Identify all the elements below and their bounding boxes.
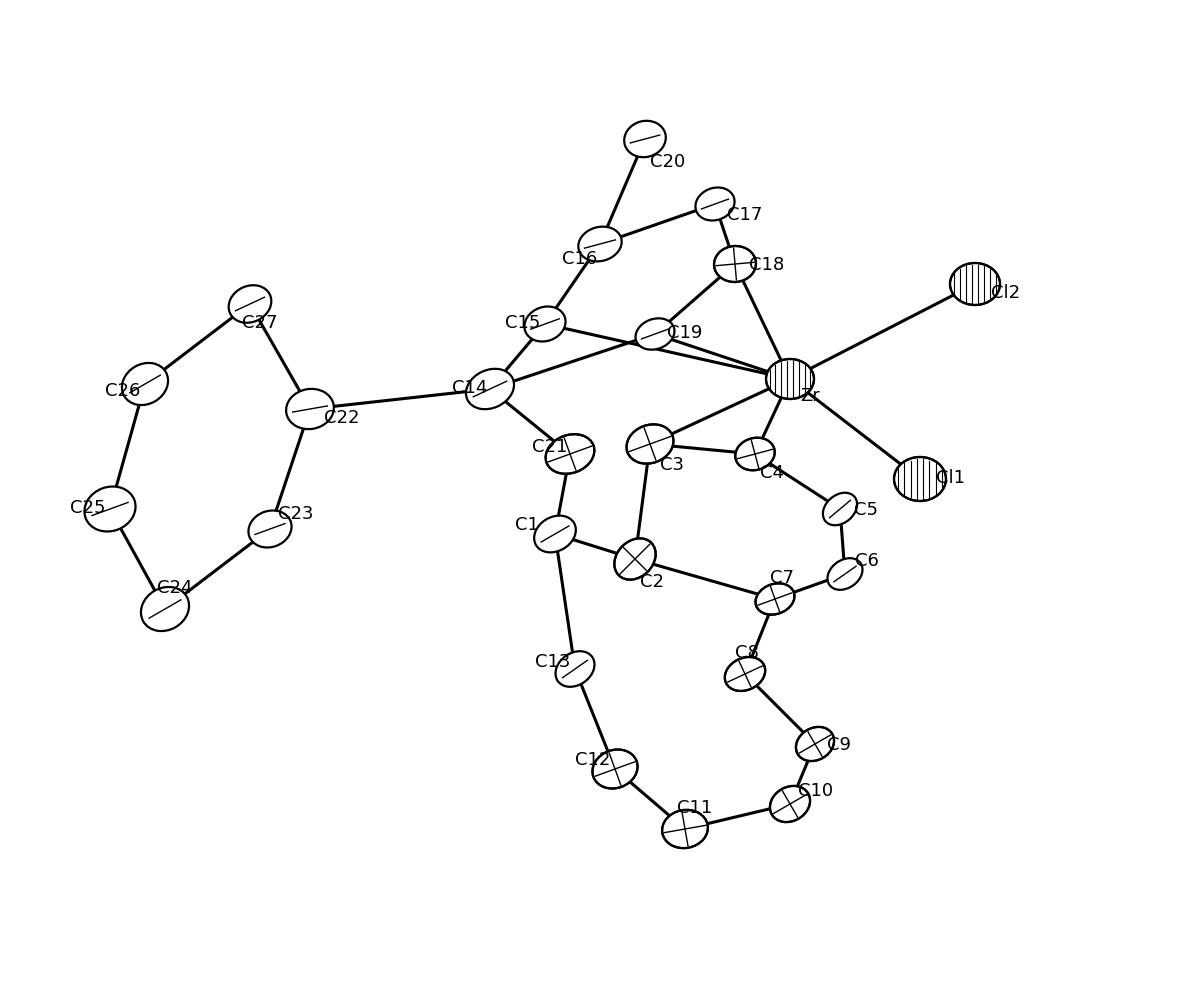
- Text: C1: C1: [515, 516, 539, 534]
- Ellipse shape: [556, 651, 595, 687]
- Ellipse shape: [766, 360, 814, 400]
- Text: C8: C8: [735, 643, 758, 661]
- Ellipse shape: [141, 587, 189, 631]
- Text: C17: C17: [726, 206, 762, 224]
- Text: C19: C19: [667, 324, 703, 342]
- Ellipse shape: [229, 286, 272, 323]
- Ellipse shape: [894, 457, 946, 502]
- Text: C16: C16: [561, 249, 597, 267]
- Text: C25: C25: [70, 499, 106, 517]
- Text: C10: C10: [798, 781, 833, 799]
- Text: C13: C13: [535, 652, 571, 670]
- Ellipse shape: [286, 390, 334, 429]
- Ellipse shape: [950, 263, 999, 306]
- Text: C7: C7: [770, 569, 794, 586]
- Text: C23: C23: [278, 505, 313, 523]
- Ellipse shape: [696, 188, 735, 222]
- Ellipse shape: [624, 121, 666, 158]
- Ellipse shape: [546, 434, 595, 474]
- Ellipse shape: [84, 487, 135, 532]
- Ellipse shape: [823, 493, 857, 526]
- Ellipse shape: [615, 539, 655, 580]
- Text: Cl1: Cl1: [937, 468, 965, 486]
- Text: C18: C18: [749, 255, 785, 273]
- Text: C24: C24: [157, 579, 192, 596]
- Ellipse shape: [796, 728, 834, 761]
- Ellipse shape: [578, 228, 622, 262]
- Ellipse shape: [715, 247, 756, 282]
- Ellipse shape: [627, 424, 673, 464]
- Ellipse shape: [827, 559, 863, 590]
- Text: C4: C4: [760, 463, 783, 481]
- Ellipse shape: [592, 749, 637, 788]
- Ellipse shape: [466, 370, 514, 410]
- Text: C6: C6: [855, 552, 878, 570]
- Ellipse shape: [635, 319, 674, 350]
- Ellipse shape: [662, 810, 707, 848]
- Text: C12: C12: [575, 750, 610, 768]
- Text: C26: C26: [104, 382, 140, 400]
- Ellipse shape: [248, 511, 292, 548]
- Text: C22: C22: [324, 409, 360, 426]
- Ellipse shape: [755, 583, 794, 615]
- Text: Zr: Zr: [800, 387, 820, 405]
- Text: C9: C9: [827, 736, 851, 753]
- Ellipse shape: [770, 786, 810, 822]
- Text: C14: C14: [452, 379, 488, 397]
- Ellipse shape: [735, 438, 775, 471]
- Ellipse shape: [534, 516, 576, 553]
- Text: Cl2: Cl2: [991, 283, 1020, 302]
- Ellipse shape: [725, 657, 766, 691]
- Text: C11: C11: [677, 798, 712, 816]
- Ellipse shape: [122, 364, 169, 406]
- Text: C20: C20: [650, 153, 685, 171]
- Text: C2: C2: [640, 573, 664, 590]
- Text: C15: C15: [504, 314, 540, 332]
- Ellipse shape: [525, 307, 565, 342]
- Text: C5: C5: [853, 501, 878, 519]
- Text: C3: C3: [660, 455, 684, 473]
- Text: C27: C27: [242, 314, 278, 332]
- Text: C21: C21: [532, 437, 567, 455]
